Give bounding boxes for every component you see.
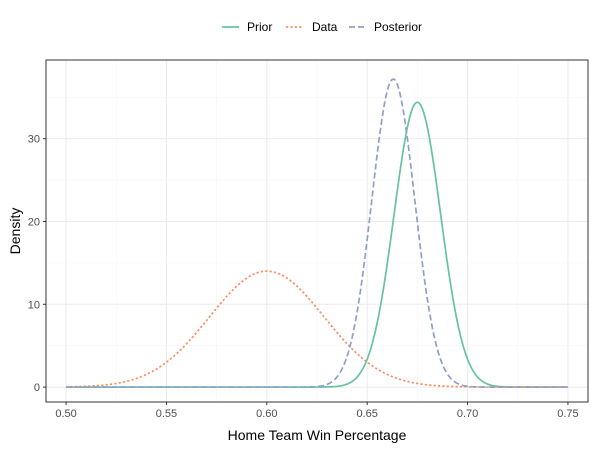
grid [46,60,588,402]
x-tick-label: 0.55 [156,408,177,420]
x-axis-title: Home Team Win Percentage [228,427,407,443]
x-tick-label: 0.50 [55,408,76,420]
plot-border [45,59,589,403]
x-tick-label: 0.60 [256,408,277,420]
legend: Prior Data Posterior [222,20,422,34]
legend-label-prior: Prior [247,20,272,34]
x-tick-label: 0.75 [557,408,578,420]
y-tick-label: 30 [28,134,40,146]
series-lines [66,78,568,388]
series-line-data [66,270,568,388]
x-tick-label: 0.65 [356,408,377,420]
legend-label-posterior: Posterior [374,20,422,34]
y-axis: 0 10 20 30 [28,134,46,394]
y-axis-title: Density [7,208,23,255]
x-tick-label: 0.70 [457,408,478,420]
x-axis: 0.50 0.55 0.60 0.65 0.70 0.75 [55,402,579,420]
y-tick-label: 0 [34,382,40,394]
y-tick-label: 10 [28,299,40,311]
y-tick-label: 20 [28,216,40,228]
series-line-posterior [66,78,568,388]
legend-label-data: Data [312,20,338,34]
